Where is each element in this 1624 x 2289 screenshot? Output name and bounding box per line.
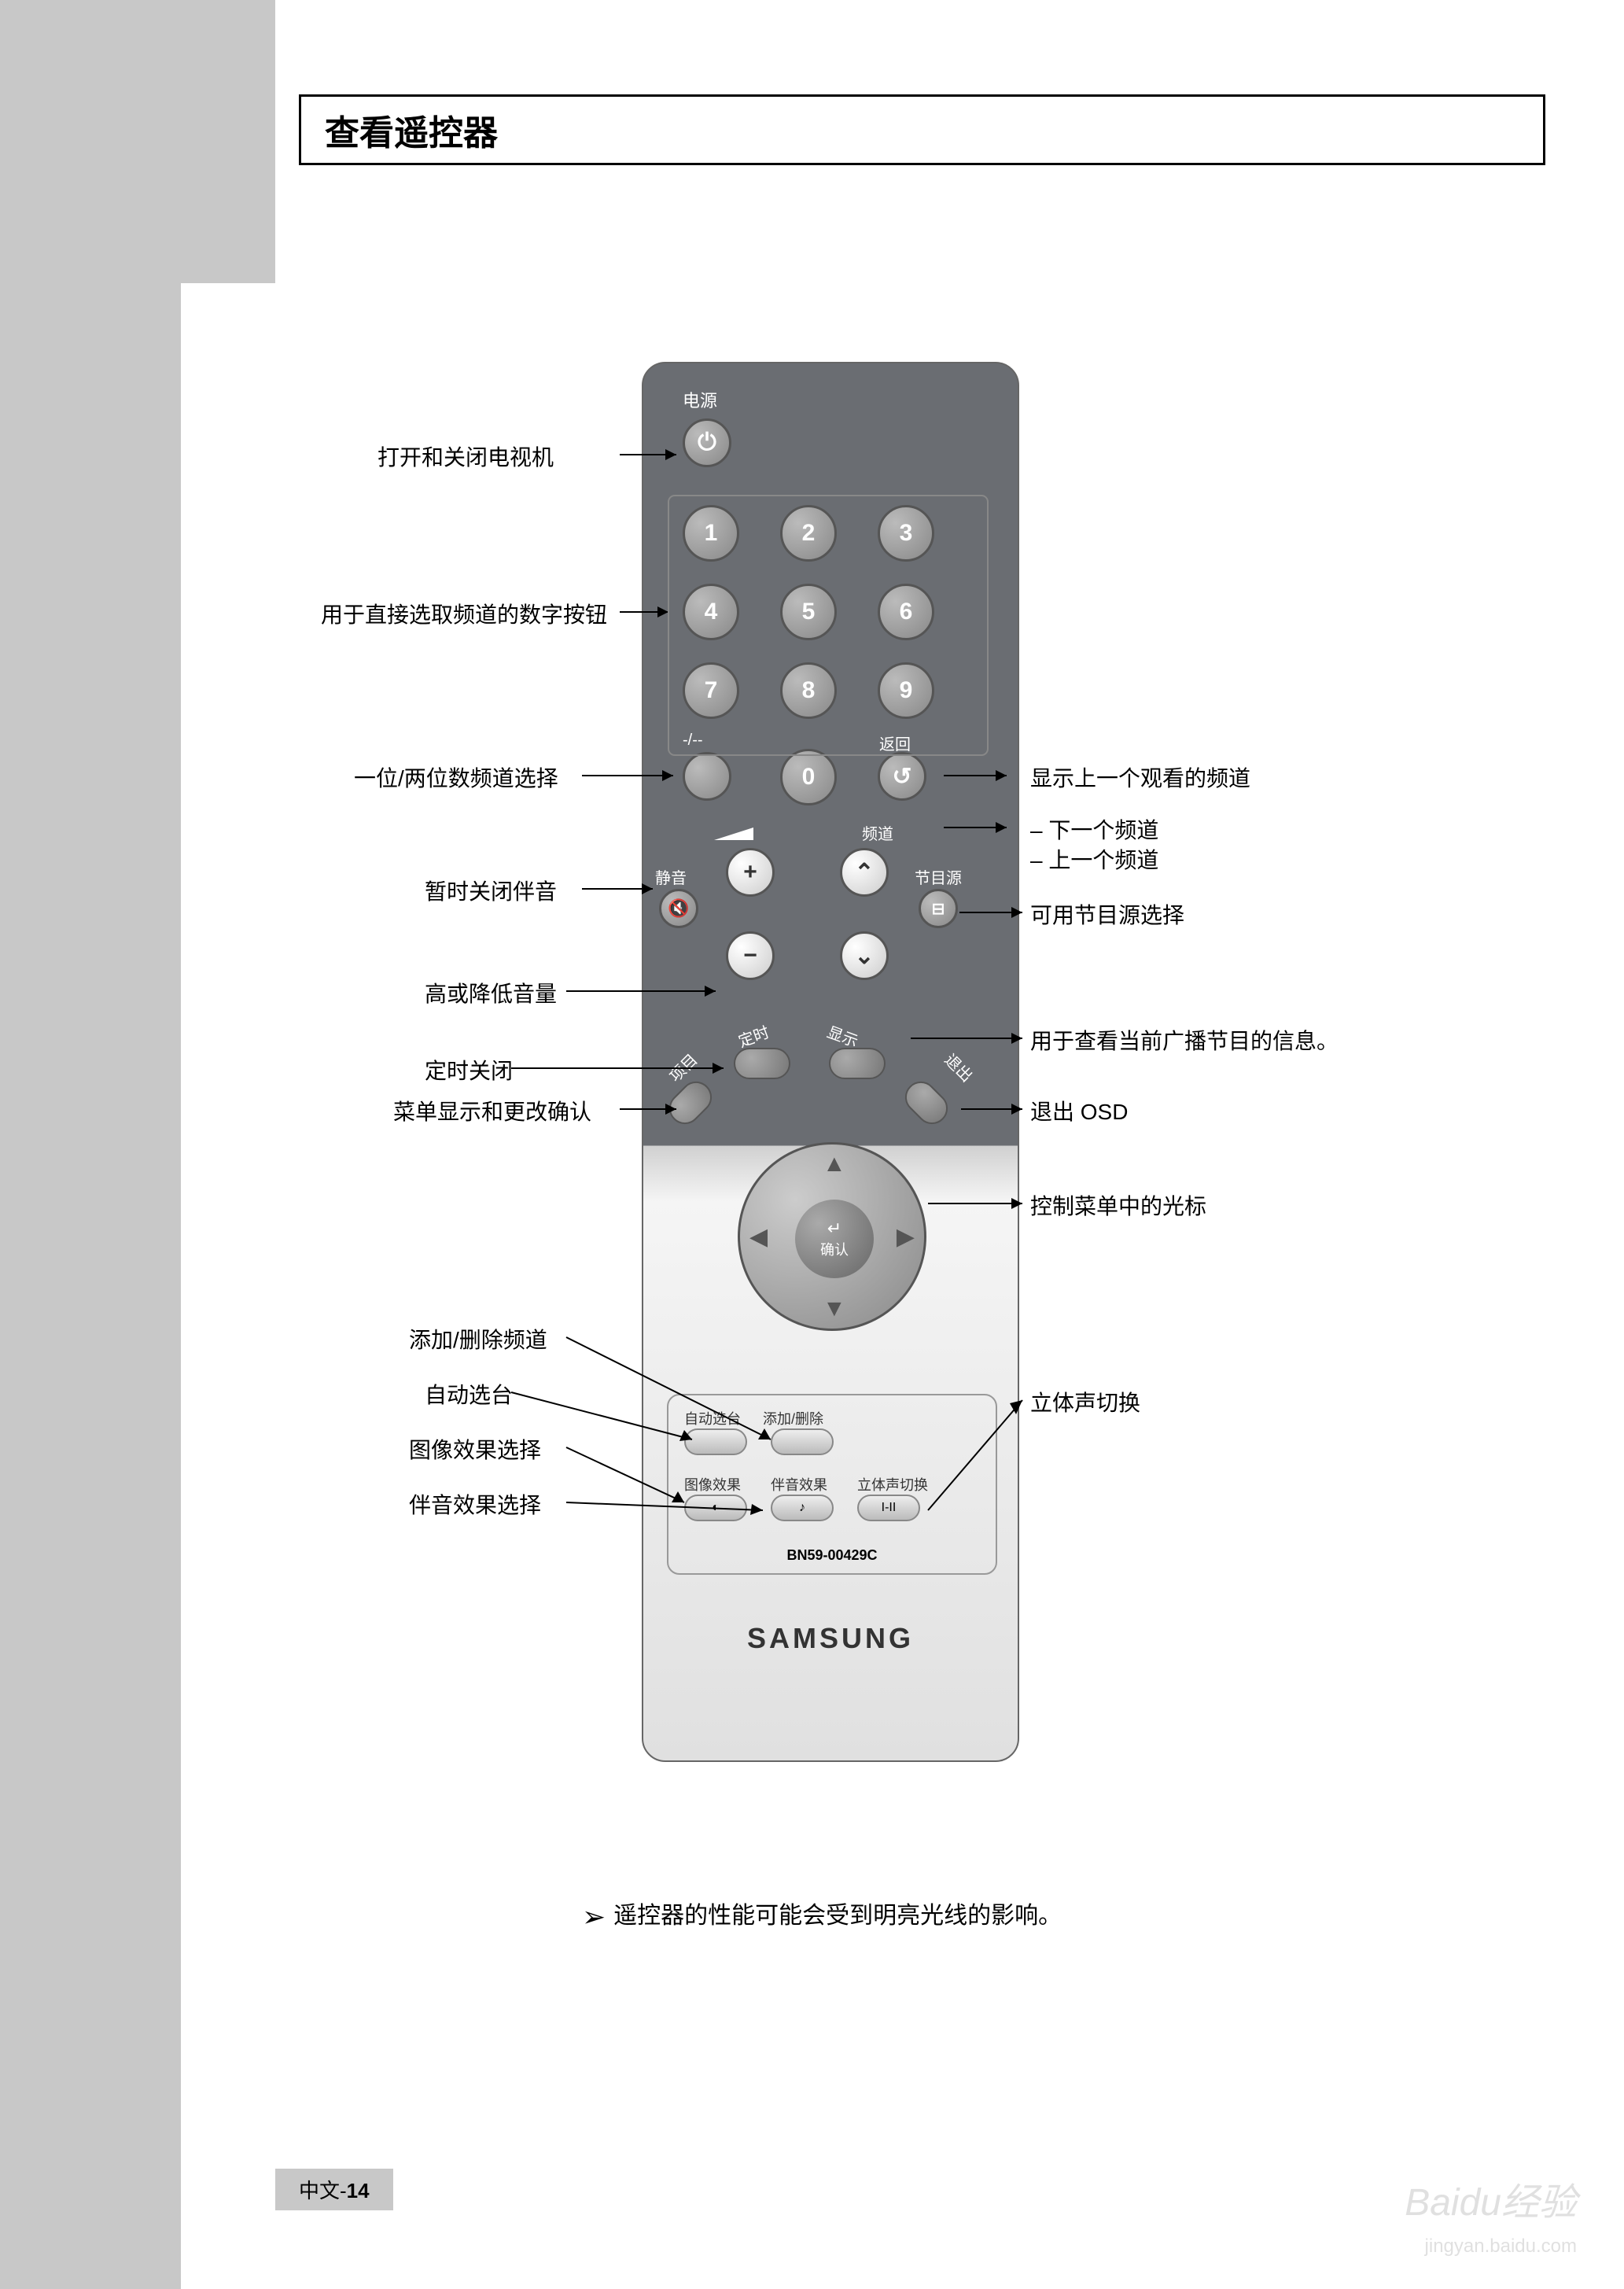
sound-button[interactable]: ♪ [771,1495,834,1521]
remote-control: 电源 ⏻ 1 2 3 4 5 6 7 8 9 -/-- 0 返回 ↺ 频道 + … [642,362,1019,1762]
digit-2[interactable]: 2 [780,505,837,562]
callout-pic: 图像效果选择 [409,1433,541,1465]
callout-dpad: 控制菜单中的光标 [1030,1189,1206,1221]
volume-down-button[interactable]: − [726,931,775,980]
bottom-button-box: 自动选台 添加/删除 图像效果 伴音效果 立体声切换 ◐ ♪ I-II BN59… [667,1394,997,1575]
digit-6[interactable]: 6 [878,584,934,640]
dpad[interactable]: ▲ ▼ ◀ ▶ ↵ 确认 [738,1142,926,1331]
pic-label: 图像效果 [684,1474,741,1495]
timer-button[interactable] [734,1048,790,1079]
timer-label: 定时 [735,1019,772,1052]
callout-display: 用于查看当前广播节目的信息。 [1030,1024,1339,1056]
auto-button[interactable] [684,1428,747,1455]
callout-return: 显示上一个观看的频道 [1030,761,1250,793]
stereo-button[interactable]: I-II [857,1495,920,1521]
callout-power: 打开和关闭电视机 [377,440,554,472]
add-del-button[interactable] [771,1428,834,1455]
digit-9[interactable]: 9 [878,662,934,719]
title-box: 查看遥控器 [299,94,1545,165]
dash-button[interactable] [683,752,731,801]
callout-menu: 菜单显示和更改确认 [393,1095,591,1126]
channel-label: 频道 [862,821,893,844]
model-number: BN59-00429C [668,1547,996,1564]
dash-label: -/-- [683,732,703,750]
callout-dash: 一位/两位数频道选择 [354,761,558,793]
source-label: 节目源 [915,865,962,888]
callout-timer: 定时关闭 [425,1054,513,1086]
digit-4[interactable]: 4 [683,584,739,640]
callout-add-del: 添加/删除频道 [409,1323,547,1355]
watermark-url: jingyan.baidu.com [1425,2236,1577,2258]
footer-page: 中文-14 [275,2169,393,2210]
note-icon: ➢ [582,1900,613,1933]
digit-1[interactable]: 1 [683,505,739,562]
dpad-down-icon: ▼ [823,1296,846,1322]
dpad-left-icon: ◀ [749,1223,768,1251]
pic-button[interactable]: ◐ [684,1495,747,1521]
callout-exit: 退出 OSD [1030,1095,1128,1126]
power-button[interactable]: ⏻ [683,418,731,467]
return-label: 返回 [879,732,911,754]
page: 查看遥控器 电源 ⏻ 1 2 3 4 5 6 7 8 9 -/-- 0 返回 ↺… [0,0,1624,2289]
display-label: 显示 [824,1019,862,1052]
callout-mute: 暂时关闭伴音 [425,875,557,906]
confirm-button[interactable]: ↵ 确认 [795,1200,874,1278]
callout-ch-next: – 下一个频道 [1030,813,1158,845]
digit-3[interactable]: 3 [878,505,934,562]
digit-0[interactable]: 0 [780,749,837,805]
source-button[interactable]: ⊟ [919,889,958,928]
mute-label: 静音 [655,865,687,888]
watermark: Baidu经验 [1405,2171,1577,2226]
callout-digits: 用于直接选取频道的数字按钮 [321,598,607,629]
add-del-label: 添加/删除 [763,1408,823,1428]
channel-down-button[interactable]: ⌄ [840,931,889,980]
power-label: 电源 [683,387,717,412]
callout-ch-prev: – 上一个频道 [1030,843,1158,875]
brand-logo: SAMSUNG [643,1622,1018,1655]
stereo-label: 立体声切换 [857,1474,928,1495]
digit-8[interactable]: 8 [780,662,837,719]
dpad-right-icon: ▶ [897,1223,915,1251]
channel-up-button[interactable]: ⌃ [840,848,889,897]
sound-label: 伴音效果 [771,1474,827,1495]
display-button[interactable] [829,1048,886,1079]
note: ➢ 遥控器的性能可能会受到明亮光线的影响。 [582,1896,1062,1933]
dpad-up-icon: ▲ [823,1151,846,1178]
callout-stereo: 立体声切换 [1030,1386,1140,1417]
digit-5[interactable]: 5 [780,584,837,640]
callout-auto: 自动选台 [425,1378,513,1410]
callout-source: 可用节目源选择 [1030,898,1184,930]
page-title: 查看遥控器 [325,105,498,155]
mute-button[interactable]: 🔇 [659,889,698,928]
digit-7[interactable]: 7 [683,662,739,719]
exit-label: 退出 [941,1048,979,1086]
menu-button[interactable] [663,1075,719,1131]
exit-button[interactable] [899,1075,955,1131]
volume-up-button[interactable]: + [726,848,775,897]
callout-sound: 伴音效果选择 [409,1488,541,1520]
auto-label: 自动选台 [684,1408,741,1428]
volume-icon [714,828,753,840]
return-button[interactable]: ↺ [878,752,926,801]
callout-volume: 高或降低音量 [425,977,557,1008]
